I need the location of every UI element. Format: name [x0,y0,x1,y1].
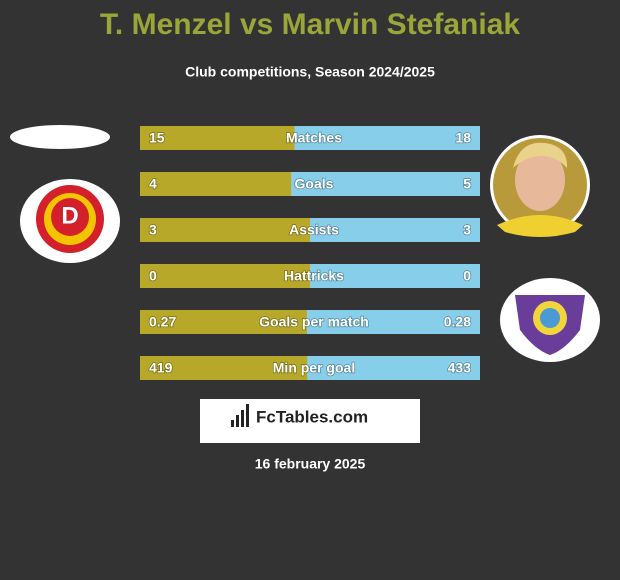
title: T. Menzel vs Marvin Stefaniak [100,8,520,41]
left-value: 15 [149,130,165,146]
left-bar [140,264,310,288]
right-bar [294,126,480,150]
left-bar [140,356,308,380]
left-value: 419 [149,360,173,376]
row-label: Min per goal [273,360,355,376]
left-bar [140,310,307,334]
left-value: 4 [149,176,157,192]
brand: FcTables.com [256,407,368,426]
right-bar [310,264,480,288]
right-bar [307,356,480,380]
player-photo [490,135,590,237]
date: 16 february 2025 [255,456,366,472]
brand-icon [231,404,249,427]
right-bar [306,310,480,334]
left-value: 0 [149,268,157,284]
right-value: 18 [455,130,471,146]
right-value: 3 [463,222,471,238]
right-club-logo [500,278,600,362]
svg-text:D: D [61,202,78,229]
right-bar [291,172,480,196]
left-bar [140,126,295,150]
right-bar [310,218,480,242]
left-bar [140,218,310,242]
placeholder-badge [10,125,110,149]
row-label: Hattricks [284,268,344,284]
subtitle: Club competitions, Season 2024/2025 [185,64,435,80]
left-bar [140,172,292,196]
row-label: Assists [289,222,339,238]
row-label: Goals [295,176,334,192]
comparison-rows: 15 Matches 18 4 Goals 5 3 Assists 3 0 Hattricks 0 0.… [140,126,480,380]
left-value: 0.27 [149,314,176,330]
right-value: 5 [463,176,471,192]
right-value: 0.28 [444,314,471,330]
left-club-logo: D [20,179,120,263]
left-value: 3 [149,222,157,238]
right-value: 0 [463,268,471,284]
right-value: 433 [448,360,472,376]
row-label: Matches [286,130,342,146]
row-label: Goals per match [259,314,369,330]
